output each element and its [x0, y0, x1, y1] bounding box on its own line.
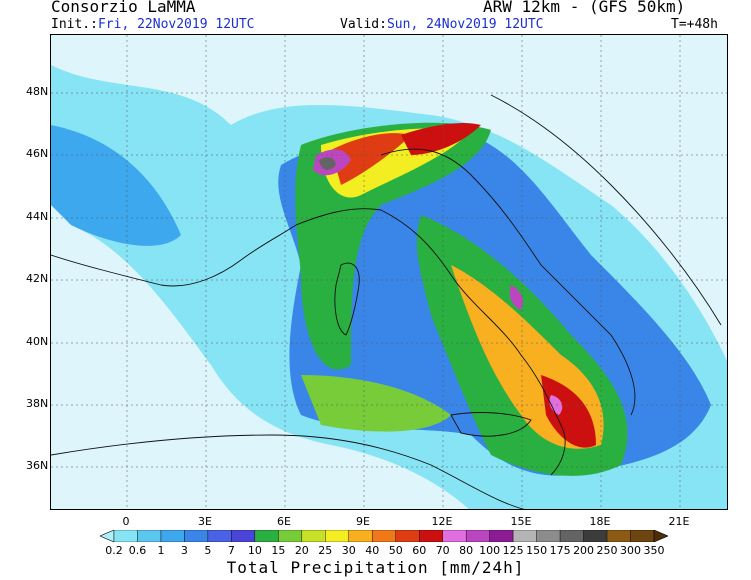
colorbar-swatch [207, 530, 232, 542]
colorbar-value-label: 25 [318, 544, 333, 557]
colorbar-swatch [278, 530, 303, 542]
lon-label: 0 [122, 515, 130, 528]
colorbar-value-label: 100 [479, 544, 501, 557]
colorbar-value-label: 0.2 [105, 544, 123, 557]
coast-italy-west [295, 208, 566, 476]
precip-band-sicily-channel [301, 375, 451, 432]
colorbar-value-label: 0.6 [128, 544, 147, 557]
colorbar-value-label: 10 [247, 544, 262, 557]
colorbar-value-label: 350 [643, 544, 665, 557]
coast-spain-france [51, 224, 297, 287]
colorbar-swatch [325, 530, 349, 542]
colorbar-value-label: 150 [526, 544, 548, 557]
colorbar-swatch [606, 530, 631, 542]
colorbar-value-label: 70 [435, 544, 450, 557]
init-value: Fri, 22Nov2019 12UTC [97, 17, 255, 32]
colorbar-value-label: 30 [341, 544, 356, 557]
coastlines [51, 94, 722, 509]
valid-value: Sun, 24Nov2019 12UTC [386, 17, 544, 32]
colorbar-swatch [559, 530, 584, 542]
precipitation-map [50, 34, 728, 510]
lead-time: T=+48h [671, 17, 718, 32]
colorbar-value-label: 300 [620, 544, 642, 557]
colorbar-swatch [184, 530, 209, 542]
valid-label: Valid: [340, 17, 387, 32]
precip-core-alps-red [331, 133, 411, 185]
coast-balkans [490, 94, 722, 326]
model-title: ARW 12km - (GFS 50km) [483, 0, 686, 16]
colorbar-swatch [254, 530, 279, 542]
colorbar-value-label: 3 [180, 544, 188, 557]
colorbar-title: Total Precipitation [mm/24h] [226, 558, 525, 577]
colorbar-swatch [419, 530, 443, 542]
lat-label: 40N [26, 335, 49, 348]
precip-core-ionian-pink [549, 395, 563, 415]
colorbar-swatch [489, 530, 514, 542]
colorbar-value-label: 5 [204, 544, 212, 557]
colorbar-value-label: 50 [388, 544, 403, 557]
colorbar-swatch [137, 530, 162, 542]
coast-corsica-sardinia [334, 262, 360, 336]
colorbar-arrow-high [653, 530, 668, 542]
precip-band-west [51, 125, 181, 246]
coast-italy-east [380, 148, 636, 416]
colorbar-value-label: 7 [227, 544, 235, 557]
lat-label: 38N [26, 397, 49, 410]
precip-core-alps-grey [319, 157, 336, 170]
lon-label: 21E [668, 515, 690, 528]
colorbar-value-label: 1 [157, 544, 165, 557]
map-canvas [51, 35, 727, 509]
precip-core-alps-red-east [401, 123, 481, 155]
lon-label: 15E [510, 515, 532, 528]
colorbar-swatch [442, 530, 467, 542]
colorbar-value-label: 15 [271, 544, 286, 557]
colorbar-value-label: 20 [294, 544, 309, 557]
colorbar-swatch [160, 530, 185, 542]
lat-label: 42N [26, 272, 49, 285]
colorbar-swatch [536, 530, 561, 542]
init-time: Init.:Fri, 22Nov2019 12UTC [51, 17, 255, 32]
colorbar-swatch [231, 530, 256, 542]
lon-label: 6E [277, 515, 291, 528]
colorbar-value-label: 175 [549, 544, 571, 557]
colorbar-swatch [372, 530, 396, 542]
colorbar-swatch [630, 530, 655, 542]
lon-label: 12E [431, 515, 453, 528]
colorbar-arrow-low [100, 530, 115, 542]
org-title: Consorzio LaMMA [51, 0, 196, 16]
colorbar-value-label: 200 [573, 544, 595, 557]
colorbar-value-label: 80 [459, 544, 474, 557]
colorbar-swatch [348, 530, 373, 542]
lat-label: 48N [26, 85, 49, 98]
precip-core-calabria-red [541, 375, 596, 448]
colorbar [100, 530, 668, 542]
colorbar-value-label: 40 [365, 544, 380, 557]
colorbar-value-label: 125 [502, 544, 524, 557]
colorbar-swatch [113, 530, 138, 542]
lon-label: 9E [356, 515, 370, 528]
colorbar-value-label: 250 [596, 544, 618, 557]
init-label: Init.: [51, 17, 98, 32]
colorbar-swatch [512, 530, 537, 542]
valid-time: Valid:Sun, 24Nov2019 12UTC [340, 17, 544, 32]
coast-north-africa [51, 434, 525, 509]
lat-label: 44N [26, 210, 49, 223]
lat-label: 46N [26, 147, 49, 160]
colorbar-swatch [301, 530, 326, 542]
colorbar-swatch [583, 530, 608, 542]
coast-sicily [450, 412, 532, 437]
colorbar-swatch [465, 530, 490, 542]
lon-label: 18E [589, 515, 611, 528]
precip-core-lazio-magenta [509, 285, 523, 310]
colorbar-value-label: 60 [412, 544, 427, 557]
colorbar-swatch [395, 530, 420, 542]
lat-label: 36N [26, 459, 49, 472]
lon-label: 3E [198, 515, 212, 528]
